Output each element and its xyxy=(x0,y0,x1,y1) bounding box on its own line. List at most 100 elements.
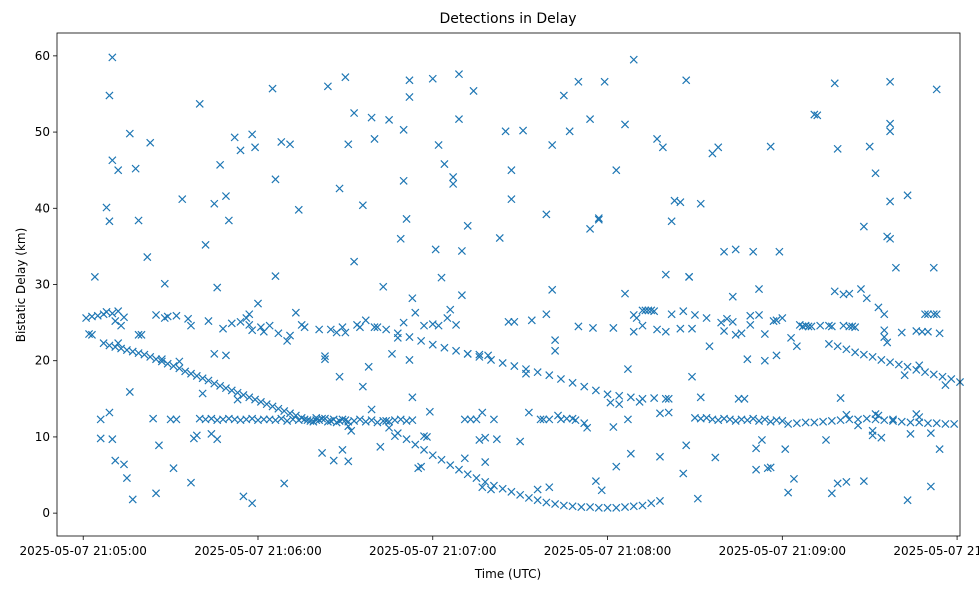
data-point-marker xyxy=(90,272,99,281)
data-point-marker xyxy=(647,499,656,508)
data-point-marker xyxy=(626,449,635,458)
data-point-marker xyxy=(551,336,560,345)
data-point-marker xyxy=(580,382,589,391)
data-point-marker xyxy=(210,199,219,208)
data-point-marker xyxy=(580,419,589,428)
data-point-marker xyxy=(338,445,347,454)
y-axis-label: Bistatic Delay (km) xyxy=(14,228,28,343)
data-point-marker xyxy=(248,414,257,423)
data-point-marker xyxy=(638,321,647,330)
data-point-marker xyxy=(760,330,769,339)
data-point-marker xyxy=(620,120,630,129)
data-point-marker xyxy=(886,119,895,128)
data-point-marker xyxy=(434,141,443,150)
data-point-marker xyxy=(827,416,836,425)
y-tick-label: 20 xyxy=(35,354,50,368)
data-point-marker xyxy=(152,489,161,498)
data-point-marker xyxy=(883,338,892,347)
data-point-marker xyxy=(859,477,868,486)
data-point-marker xyxy=(559,91,568,100)
x-tick-label: 2025-05-07 21:09:00 xyxy=(719,544,846,558)
data-point-marker xyxy=(405,76,414,85)
data-point-marker xyxy=(824,321,833,330)
data-point-marker xyxy=(108,53,117,62)
data-point-marker xyxy=(507,195,516,204)
data-point-marker xyxy=(102,307,111,316)
data-point-marker xyxy=(798,322,807,331)
data-point-marker xyxy=(213,283,222,292)
data-point-marker xyxy=(877,355,886,364)
data-point-marker xyxy=(792,419,801,428)
data-point-marker xyxy=(679,307,688,316)
data-point-marker xyxy=(283,336,292,345)
data-point-marker xyxy=(626,393,635,402)
data-point-marker xyxy=(411,308,420,317)
data-point-marker xyxy=(341,328,350,337)
data-point-marker xyxy=(335,184,344,193)
data-point-marker xyxy=(941,381,950,390)
data-point-marker xyxy=(452,320,461,329)
data-point-marker xyxy=(486,485,496,494)
data-point-marker xyxy=(437,273,446,282)
data-point-marker xyxy=(449,179,458,188)
data-point-marker xyxy=(481,433,490,442)
data-point-marker xyxy=(926,482,935,491)
data-point-marker xyxy=(603,503,612,512)
data-point-marker xyxy=(355,415,364,424)
data-point-marker xyxy=(481,477,490,486)
data-point-marker xyxy=(114,166,123,175)
data-point-marker xyxy=(574,77,583,86)
data-point-marker xyxy=(198,374,207,383)
data-point-marker xyxy=(553,411,563,420)
data-point-marker xyxy=(134,216,143,225)
data-point-marker xyxy=(385,115,394,124)
data-point-marker xyxy=(696,393,705,402)
data-point-marker xyxy=(906,429,915,438)
data-point-marker xyxy=(105,341,114,350)
data-point-marker xyxy=(714,416,723,425)
data-point-marker xyxy=(667,217,676,226)
y-tick-label: 40 xyxy=(35,201,50,215)
data-point-marker xyxy=(157,357,166,366)
data-point-marker xyxy=(833,342,842,351)
data-point-marker xyxy=(463,349,472,358)
data-point-marker xyxy=(443,314,452,323)
data-point-marker xyxy=(752,444,761,453)
data-point-marker xyxy=(507,487,516,496)
data-point-marker xyxy=(472,474,481,483)
data-point-marker xyxy=(903,191,912,200)
data-point-marker xyxy=(603,390,612,399)
data-point-marker xyxy=(612,462,621,471)
data-point-marker xyxy=(932,310,941,319)
data-point-marker xyxy=(329,415,338,424)
data-point-marker xyxy=(650,307,659,316)
data-point-marker xyxy=(230,133,239,142)
data-point-marker xyxy=(184,314,193,323)
data-point-marker xyxy=(810,110,819,119)
data-point-marker xyxy=(661,327,670,336)
data-point-marker xyxy=(629,327,638,336)
data-point-marker xyxy=(239,390,248,400)
data-point-marker xyxy=(323,82,332,91)
data-point-marker xyxy=(886,197,895,206)
data-point-marker xyxy=(903,496,912,505)
data-point-marker xyxy=(192,431,201,440)
data-point-marker xyxy=(224,216,233,225)
data-point-marker xyxy=(312,413,321,422)
data-point-marker xyxy=(428,340,437,349)
data-point-marker xyxy=(821,435,831,444)
data-point-marker xyxy=(545,483,554,492)
data-point-marker xyxy=(143,253,152,262)
data-point-marker xyxy=(635,397,644,406)
data-point-marker xyxy=(236,317,245,326)
data-point-marker xyxy=(140,350,149,359)
data-point-marker xyxy=(533,496,542,505)
data-point-marker xyxy=(486,355,496,364)
data-point-marker xyxy=(886,127,895,136)
data-point-marker xyxy=(300,323,309,332)
data-point-marker xyxy=(769,317,778,326)
data-point-marker xyxy=(137,330,146,339)
data-point-marker xyxy=(891,263,900,272)
data-point-marker xyxy=(379,282,388,291)
data-point-marker xyxy=(687,372,697,381)
